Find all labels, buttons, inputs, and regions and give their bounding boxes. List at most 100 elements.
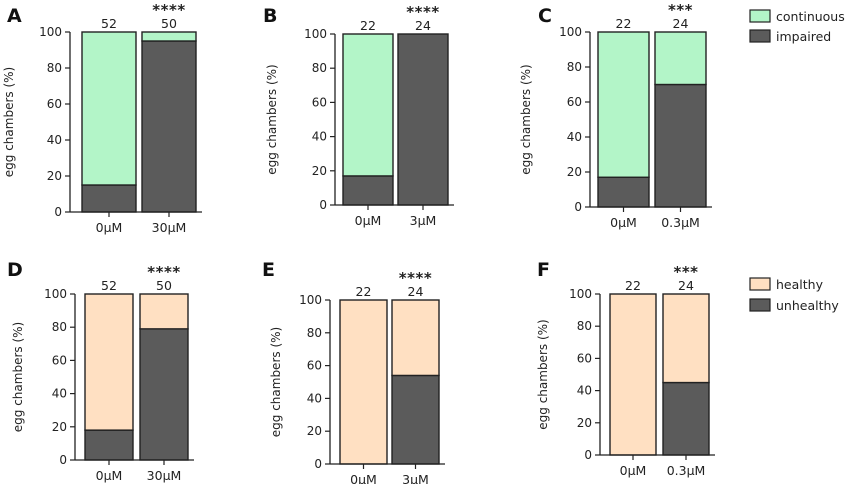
y-tick-label: 0 xyxy=(584,448,592,462)
category-label: 0.3μM xyxy=(667,463,706,478)
category-label: 30μM xyxy=(152,220,187,235)
y-tick-label: 40 xyxy=(312,130,327,144)
category-label: 30μM xyxy=(147,468,182,483)
y-axis-title: egg chambers (%) xyxy=(519,64,533,174)
y-tick-label: 60 xyxy=(47,97,62,111)
y-tick-label: 20 xyxy=(307,424,322,438)
panel-e: E 0μM 22 3μM 24**** 0 20 40 60 80 100 egg chambers … xyxy=(262,259,445,484)
y-tick-label: 100 xyxy=(559,25,582,39)
panel-letter: A xyxy=(7,5,22,27)
y-axis-title: egg chambers (%) xyxy=(269,327,283,437)
legend: continuous impaired xyxy=(749,9,845,44)
y-axis-title: egg chambers (%) xyxy=(536,319,550,429)
y-tick-label: 80 xyxy=(52,320,67,334)
y-tick-label: 40 xyxy=(47,133,62,147)
y-tick-label: 40 xyxy=(577,384,592,398)
y-tick-label: 0 xyxy=(574,200,582,214)
bar-segment-impaired xyxy=(141,40,197,213)
legend-label-unhealthy: unhealthy xyxy=(776,298,839,313)
y-tick-label: 40 xyxy=(52,387,67,401)
y-tick-label: 100 xyxy=(39,25,62,39)
y-tick-label: 60 xyxy=(567,95,582,109)
category-label: 3μM xyxy=(410,213,437,228)
y-tick-label: 100 xyxy=(569,287,592,301)
bar-segment-healthy xyxy=(84,293,134,431)
bar-segment-continuous xyxy=(654,31,707,86)
y-tick-label: 20 xyxy=(567,165,582,179)
panel-c: C 0μM 22 0.3μM 24*** 0 20 40 60 80 100 egg chambers… xyxy=(519,1,845,230)
legend: healthy unhealthy xyxy=(749,277,839,313)
legend-swatch-unhealthy xyxy=(749,298,771,312)
bar-segment-unhealthy xyxy=(139,328,189,461)
bar-segment-impaired xyxy=(654,83,707,208)
bar-segment-continuous xyxy=(342,33,394,177)
y-tick-label: 60 xyxy=(307,359,322,373)
category-label: 0μM xyxy=(96,220,123,235)
panel-letter: B xyxy=(263,5,277,27)
y-tick-label: 80 xyxy=(577,319,592,333)
n-label: 52 xyxy=(101,16,117,31)
category-label: 0μM xyxy=(620,463,647,478)
bar-segment-continuous xyxy=(597,31,650,178)
bar-segment-healthy xyxy=(339,299,388,465)
bar-segment-healthy xyxy=(139,293,189,330)
bar-segment-impaired xyxy=(597,176,650,208)
y-tick-label: 0 xyxy=(54,205,62,219)
panel-a: A 0μM 52 30μM 50**** 0 20 40 60 80 100 egg chambers… xyxy=(2,1,202,235)
y-tick-label: 40 xyxy=(567,130,582,144)
n-label: 50 xyxy=(156,278,172,293)
y-tick-label: 60 xyxy=(52,353,67,367)
bar-segment-healthy xyxy=(609,293,657,456)
n-label: 22 xyxy=(356,284,372,299)
y-tick-label: 60 xyxy=(577,351,592,365)
bar-segment-continuous xyxy=(81,31,137,186)
significance-label: **** xyxy=(152,1,185,19)
bar-segment-unhealthy xyxy=(84,429,134,461)
significance-label: *** xyxy=(668,1,693,19)
y-tick-label: 40 xyxy=(307,391,322,405)
panel-letter: E xyxy=(262,259,275,281)
legend-label-continuous: continuous xyxy=(776,9,845,24)
n-label: 22 xyxy=(360,18,376,33)
y-tick-label: 20 xyxy=(52,420,67,434)
y-tick-label: 20 xyxy=(577,416,592,430)
significance-label: **** xyxy=(399,269,432,287)
n-label: 22 xyxy=(616,16,632,31)
panel-b: B 0μM 22 3μM 24**** 0 20 40 60 80 100 egg chambers … xyxy=(263,3,454,228)
panel-letter: D xyxy=(7,259,23,281)
n-label: 22 xyxy=(625,278,641,293)
legend-swatch-continuous xyxy=(749,9,771,23)
bar-segment-impaired xyxy=(397,33,449,206)
legend-swatch-healthy xyxy=(749,277,771,291)
bar-segment-unhealthy xyxy=(391,374,440,465)
significance-label: *** xyxy=(673,263,698,281)
y-tick-label: 0 xyxy=(314,457,322,471)
category-label: 0μM xyxy=(96,468,123,483)
y-tick-label: 100 xyxy=(304,27,327,41)
y-axis-title: egg chambers (%) xyxy=(2,67,16,177)
y-tick-label: 0 xyxy=(59,453,67,467)
bar-segment-impaired xyxy=(81,184,137,213)
legend-swatch-impaired xyxy=(749,29,771,43)
category-label: 0.3μM xyxy=(661,215,700,230)
y-tick-label: 100 xyxy=(44,287,67,301)
n-label: 50 xyxy=(161,16,177,31)
y-tick-label: 80 xyxy=(307,326,322,340)
y-tick-label: 60 xyxy=(312,95,327,109)
panel-d: D 0μM 52 30μM 50**** 0 20 40 60 80 100 egg chambers… xyxy=(7,259,194,483)
panel-letter: F xyxy=(537,259,550,281)
y-tick-label: 80 xyxy=(312,61,327,75)
category-label: 0μM xyxy=(350,472,377,484)
category-label: 0μM xyxy=(355,213,382,228)
bar-segment-impaired xyxy=(342,175,394,206)
significance-label: **** xyxy=(147,263,180,281)
n-label: 24 xyxy=(408,284,424,299)
y-tick-label: 20 xyxy=(47,169,62,183)
y-tick-label: 100 xyxy=(299,293,322,307)
y-axis-title: egg chambers (%) xyxy=(11,322,25,432)
y-tick-label: 80 xyxy=(567,60,582,74)
bar-segment-unhealthy xyxy=(662,381,710,456)
n-label: 24 xyxy=(415,18,431,33)
significance-label: **** xyxy=(406,3,439,21)
bar-segment-continuous xyxy=(141,31,197,42)
